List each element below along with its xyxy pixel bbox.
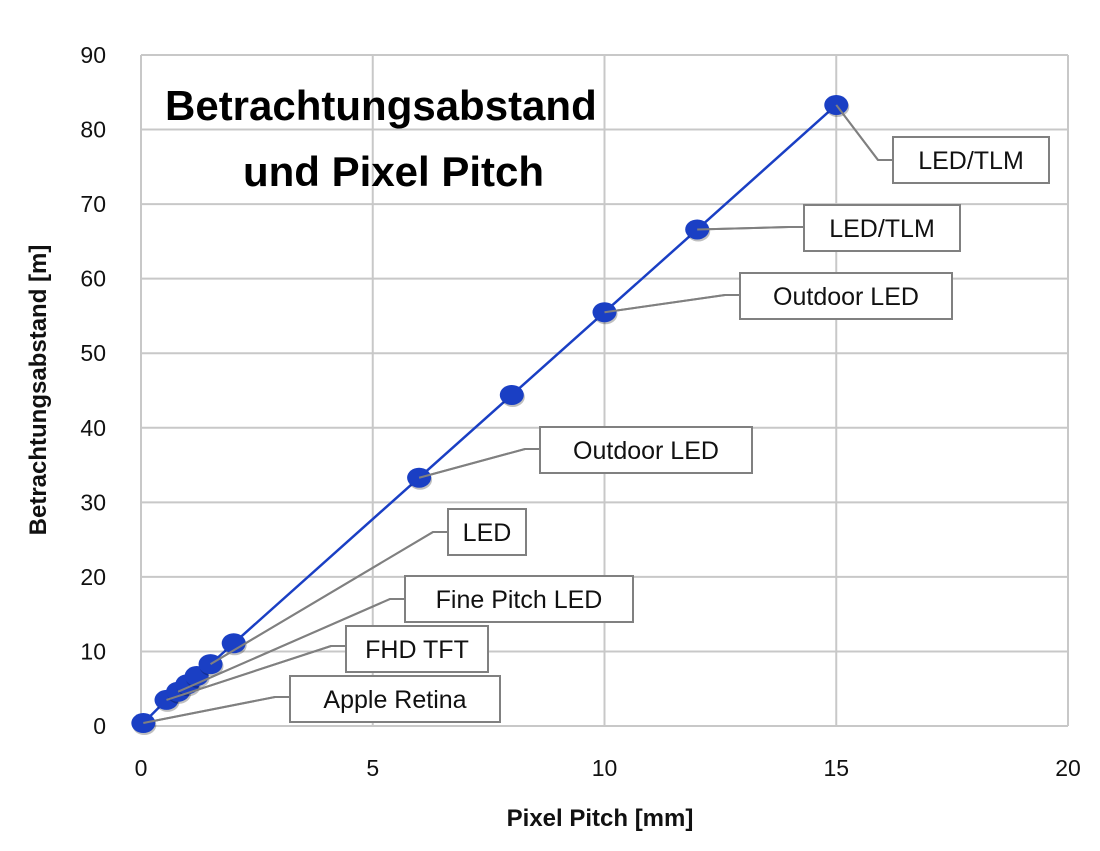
chart-title: und Pixel Pitch — [243, 148, 544, 195]
y-tick-label: 80 — [80, 117, 106, 143]
y-tick-label: 60 — [80, 266, 106, 292]
data-label: Outdoor LED — [573, 437, 719, 465]
data-label-box — [539, 426, 753, 474]
y-tick-label: 20 — [80, 564, 106, 590]
data-label: LED — [463, 519, 512, 547]
y-tick-label: 30 — [80, 489, 106, 515]
leader-line — [697, 226, 790, 231]
leader-line — [143, 696, 276, 724]
data-label-box — [404, 575, 634, 623]
x-tick-label: 20 — [1055, 755, 1081, 781]
x-tick-label: 0 — [135, 755, 148, 781]
x-tick-label: 10 — [592, 755, 618, 781]
series-line — [142, 104, 838, 724]
data-point — [499, 384, 524, 405]
x-tick-label: 15 — [823, 755, 849, 781]
y-tick-label: 0 — [93, 713, 106, 739]
data-label: Fine Pitch LED — [436, 586, 603, 614]
data-label-box — [892, 136, 1050, 184]
leader-line — [177, 598, 391, 693]
data-label-box — [289, 675, 501, 723]
y-tick-label: 90 — [80, 42, 106, 68]
y-tick-label: 70 — [80, 191, 106, 217]
data-label: LED/TLM — [918, 147, 1024, 175]
chart-title: Betrachtungsabstand — [165, 82, 597, 129]
data-label: LED/TLM — [829, 215, 935, 243]
x-axis-label: Pixel Pitch [mm] — [507, 805, 694, 832]
y-axis-label: Betrachtungsabstand [m] — [25, 245, 52, 536]
data-point — [221, 633, 246, 654]
x-tick-label: 5 — [366, 755, 379, 781]
leader-line — [604, 294, 726, 314]
y-tick-label: 10 — [80, 638, 106, 664]
leader-line — [418, 448, 526, 479]
leader-line — [835, 104, 879, 161]
leader-line — [210, 531, 434, 665]
y-tick-label: 50 — [80, 340, 106, 366]
data-label: Outdoor LED — [773, 283, 919, 311]
data-label-box — [739, 272, 953, 320]
data-label-box — [447, 508, 527, 556]
data-label-box — [345, 625, 489, 673]
y-tick-label: 40 — [80, 415, 106, 441]
leader-line — [166, 645, 332, 701]
data-label: Apple Retina — [323, 686, 466, 714]
data-label-box — [803, 204, 961, 252]
data-label: FHD TFT — [365, 636, 469, 664]
